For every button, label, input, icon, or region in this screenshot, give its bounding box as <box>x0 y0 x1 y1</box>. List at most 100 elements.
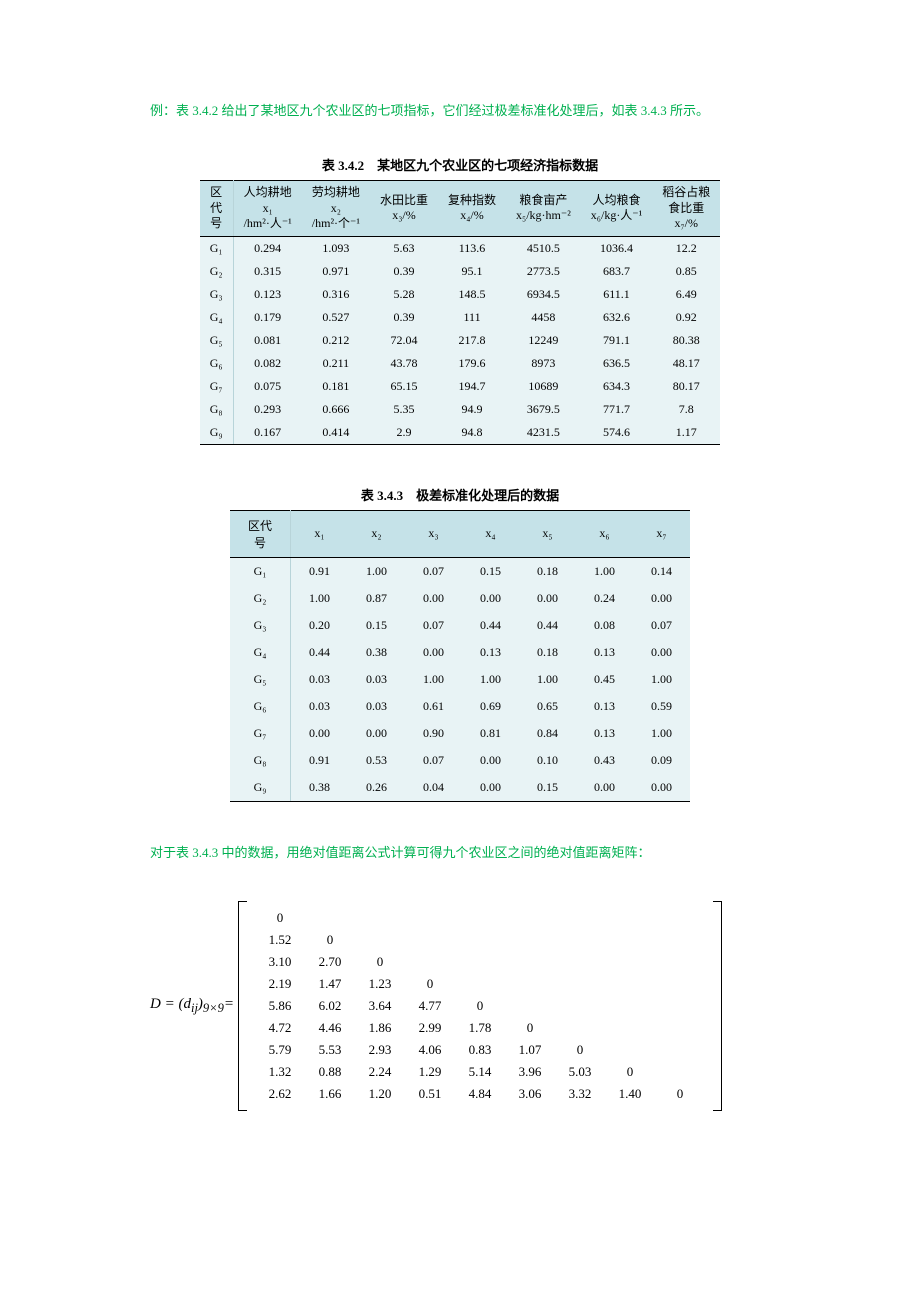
matrix-cell: 1.86 <box>355 1017 405 1039</box>
matrix-cell: 2.70 <box>305 951 355 973</box>
cell: 0.293 <box>233 398 302 421</box>
cell: 0.00 <box>348 720 405 747</box>
cell: 0.92 <box>652 306 720 329</box>
cell: 0.44 <box>291 639 349 666</box>
cell: 634.3 <box>581 375 652 398</box>
table-row: G₅0.0810.21272.04217.812249791.180.38 <box>200 329 721 352</box>
cell: 80.17 <box>652 375 720 398</box>
matrix-cell <box>555 995 605 1017</box>
bracket-left <box>238 901 247 1111</box>
matrix-cell <box>505 973 555 995</box>
cell: 3679.5 <box>506 398 581 421</box>
matrix-cell: 0.88 <box>305 1061 355 1083</box>
cell: 0.07 <box>405 557 462 585</box>
matrix-cell <box>455 929 505 951</box>
cell: 43.78 <box>370 352 438 375</box>
cell: 0.294 <box>233 236 302 260</box>
cell: 8973 <box>506 352 581 375</box>
table-row: G₃0.1230.3165.28148.56934.5611.16.49 <box>200 283 721 306</box>
cell: 0.84 <box>519 720 576 747</box>
matrix-cell: 0 <box>355 951 405 973</box>
matrix-row: 5.795.532.934.060.831.070 <box>255 1039 705 1061</box>
matrix-cell: 4.72 <box>255 1017 305 1039</box>
matrix-cell: 0 <box>305 929 355 951</box>
matrix-cell: 0 <box>555 1039 605 1061</box>
cell: 4458 <box>506 306 581 329</box>
matrix-cell <box>405 951 455 973</box>
cell: 0.15 <box>462 557 519 585</box>
cell: 2773.5 <box>506 260 581 283</box>
matrix-cell: 5.79 <box>255 1039 305 1061</box>
cell: 0.87 <box>348 585 405 612</box>
cell: 0.211 <box>302 352 370 375</box>
table-row: G₂1.000.870.000.000.000.240.00 <box>230 585 690 612</box>
table342-header-2: 劳均耕地x₂/hm²·个⁻¹ <box>302 181 370 237</box>
cell: 0.45 <box>576 666 633 693</box>
matrix-cell <box>655 973 705 995</box>
matrix-row: 4.724.461.862.991.780 <box>255 1017 705 1039</box>
cell: G₉ <box>200 421 233 445</box>
cell: 0.69 <box>462 693 519 720</box>
matrix-cell <box>555 929 605 951</box>
cell: 0.10 <box>519 747 576 774</box>
cell: 0.13 <box>576 639 633 666</box>
cell: 0.43 <box>576 747 633 774</box>
cell: 0.44 <box>519 612 576 639</box>
cell: 1.00 <box>519 666 576 693</box>
matrix-cell: 3.96 <box>505 1061 555 1083</box>
matrix-cell: 5.86 <box>255 995 305 1017</box>
matrix-cell: 1.29 <box>405 1061 455 1083</box>
cell: 179.6 <box>438 352 506 375</box>
cell: 0.971 <box>302 260 370 283</box>
cell: 0.03 <box>348 666 405 693</box>
cell: 0.00 <box>462 774 519 802</box>
cell: 65.15 <box>370 375 438 398</box>
matrix-cell <box>555 907 605 929</box>
matrix-cell <box>655 907 705 929</box>
cell: 148.5 <box>438 283 506 306</box>
table-row: G₇0.0750.18165.15194.710689634.380.17 <box>200 375 721 398</box>
matrix-cell <box>655 951 705 973</box>
cell: 0.38 <box>348 639 405 666</box>
cell: 4231.5 <box>506 421 581 445</box>
cell: 0.082 <box>233 352 302 375</box>
cell: 5.63 <box>370 236 438 260</box>
table342-header-7: 稻谷占粮食比重x₇/% <box>652 181 720 237</box>
matrix-cell <box>605 973 655 995</box>
cell: 5.28 <box>370 283 438 306</box>
cell: 0.09 <box>633 747 690 774</box>
cell: 6934.5 <box>506 283 581 306</box>
cell: 0.00 <box>405 639 462 666</box>
cell: 0.39 <box>370 260 438 283</box>
cell: 0.13 <box>576 720 633 747</box>
cell: 0.00 <box>291 720 349 747</box>
table-row: G₉0.380.260.040.000.150.000.00 <box>230 774 690 802</box>
cell: G₄ <box>200 306 233 329</box>
cell: 0.81 <box>462 720 519 747</box>
cell: 194.7 <box>438 375 506 398</box>
table-row: G₇0.000.000.900.810.840.131.00 <box>230 720 690 747</box>
cell: 0.38 <box>291 774 349 802</box>
matrix-cell <box>555 951 605 973</box>
matrix-cell: 4.84 <box>455 1083 505 1105</box>
matrix-cell: 1.52 <box>255 929 305 951</box>
matrix-cell: 6.02 <box>305 995 355 1017</box>
cell: 0.15 <box>348 612 405 639</box>
cell: 0.15 <box>519 774 576 802</box>
matrix-cell: 4.06 <box>405 1039 455 1061</box>
matrix-cell <box>605 1039 655 1061</box>
cell: 1036.4 <box>581 236 652 260</box>
matrix-cell: 5.53 <box>305 1039 355 1061</box>
table-row: G₄0.1790.5270.391114458632.60.92 <box>200 306 721 329</box>
matrix-row: 1.320.882.241.295.143.965.030 <box>255 1061 705 1083</box>
cell: 574.6 <box>581 421 652 445</box>
table-342: 区代号人均耕地x₁/hm²·人⁻¹劳均耕地x₂/hm²·个⁻¹水田比重x₃/%复… <box>200 180 721 445</box>
matrix-cell: 4.77 <box>405 995 455 1017</box>
matrix-cell <box>605 951 655 973</box>
cell: 111 <box>438 306 506 329</box>
table-row: G₆0.030.030.610.690.650.130.59 <box>230 693 690 720</box>
matrix-cell: 2.93 <box>355 1039 405 1061</box>
matrix-cell: 2.99 <box>405 1017 455 1039</box>
table342-header-0: 区代号 <box>200 181 233 237</box>
matrix-cell: 2.24 <box>355 1061 405 1083</box>
